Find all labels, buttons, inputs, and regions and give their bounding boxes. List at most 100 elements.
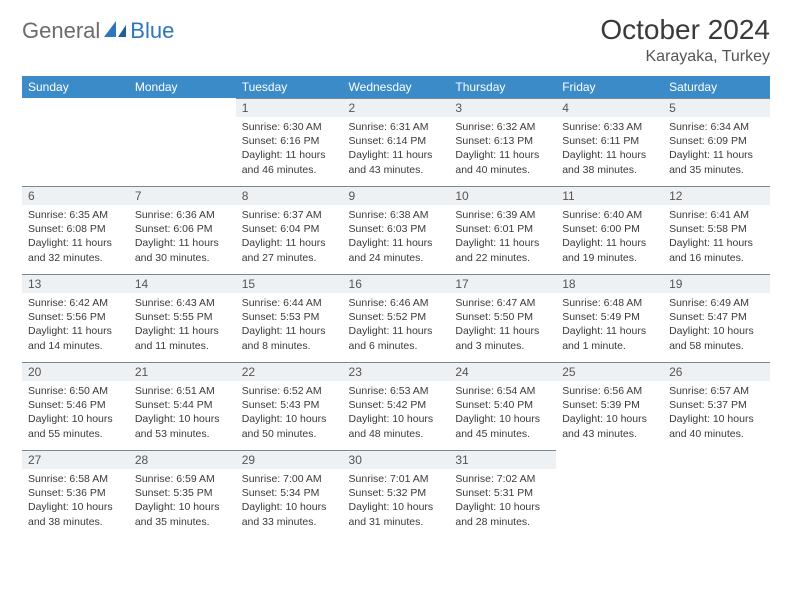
daylight-text: Daylight: 11 hours and 19 minutes. bbox=[562, 236, 657, 264]
daylight-text: Daylight: 11 hours and 32 minutes. bbox=[28, 236, 123, 264]
logo-word-2: Blue bbox=[130, 18, 174, 44]
day-cell: 9Sunrise: 6:38 AMSunset: 6:03 PMDaylight… bbox=[343, 186, 450, 274]
day-cell: 19Sunrise: 6:49 AMSunset: 5:47 PMDayligh… bbox=[663, 274, 770, 362]
day-cell: 1Sunrise: 6:30 AMSunset: 6:16 PMDaylight… bbox=[236, 98, 343, 186]
sunrise-text: Sunrise: 6:32 AM bbox=[455, 120, 550, 134]
day-number: 12 bbox=[663, 186, 770, 205]
day-content: 16Sunrise: 6:46 AMSunset: 5:52 PMDayligh… bbox=[343, 274, 450, 362]
dayhead-tuesday: Tuesday bbox=[236, 76, 343, 98]
day-cell: 21Sunrise: 6:51 AMSunset: 5:44 PMDayligh… bbox=[129, 362, 236, 450]
daylight-text: Daylight: 10 hours and 43 minutes. bbox=[562, 412, 657, 440]
day-body: Sunrise: 6:49 AMSunset: 5:47 PMDaylight:… bbox=[663, 293, 770, 359]
day-number: 5 bbox=[663, 98, 770, 117]
sunset-text: Sunset: 5:52 PM bbox=[349, 310, 444, 324]
sunset-text: Sunset: 5:47 PM bbox=[669, 310, 764, 324]
sunset-text: Sunset: 5:37 PM bbox=[669, 398, 764, 412]
sunset-text: Sunset: 6:16 PM bbox=[242, 134, 337, 148]
daylight-text: Daylight: 10 hours and 38 minutes. bbox=[28, 500, 123, 528]
day-body: Sunrise: 7:00 AMSunset: 5:34 PMDaylight:… bbox=[236, 469, 343, 535]
day-content: 26Sunrise: 6:57 AMSunset: 5:37 PMDayligh… bbox=[663, 362, 770, 450]
day-content: 20Sunrise: 6:50 AMSunset: 5:46 PMDayligh… bbox=[22, 362, 129, 450]
day-cell: 31Sunrise: 7:02 AMSunset: 5:31 PMDayligh… bbox=[449, 450, 556, 538]
day-number: 18 bbox=[556, 274, 663, 293]
week-row: 27Sunrise: 6:58 AMSunset: 5:36 PMDayligh… bbox=[22, 450, 770, 538]
sunset-text: Sunset: 5:43 PM bbox=[242, 398, 337, 412]
day-cell: 8Sunrise: 6:37 AMSunset: 6:04 PMDaylight… bbox=[236, 186, 343, 274]
daylight-text: Daylight: 11 hours and 6 minutes. bbox=[349, 324, 444, 352]
sunset-text: Sunset: 6:04 PM bbox=[242, 222, 337, 236]
day-content: 9Sunrise: 6:38 AMSunset: 6:03 PMDaylight… bbox=[343, 186, 450, 274]
day-body: Sunrise: 6:40 AMSunset: 6:00 PMDaylight:… bbox=[556, 205, 663, 271]
day-body: Sunrise: 6:52 AMSunset: 5:43 PMDaylight:… bbox=[236, 381, 343, 447]
day-cell: 15Sunrise: 6:44 AMSunset: 5:53 PMDayligh… bbox=[236, 274, 343, 362]
day-content: 3Sunrise: 6:32 AMSunset: 6:13 PMDaylight… bbox=[449, 98, 556, 186]
daylight-text: Daylight: 11 hours and 40 minutes. bbox=[455, 148, 550, 176]
daylight-text: Daylight: 10 hours and 48 minutes. bbox=[349, 412, 444, 440]
day-number: 27 bbox=[22, 450, 129, 469]
day-content: 30Sunrise: 7:01 AMSunset: 5:32 PMDayligh… bbox=[343, 450, 450, 538]
day-content: 14Sunrise: 6:43 AMSunset: 5:55 PMDayligh… bbox=[129, 274, 236, 362]
day-body: Sunrise: 6:42 AMSunset: 5:56 PMDaylight:… bbox=[22, 293, 129, 359]
sunset-text: Sunset: 5:56 PM bbox=[28, 310, 123, 324]
day-content: 10Sunrise: 6:39 AMSunset: 6:01 PMDayligh… bbox=[449, 186, 556, 274]
day-body: Sunrise: 6:39 AMSunset: 6:01 PMDaylight:… bbox=[449, 205, 556, 271]
week-row: 20Sunrise: 6:50 AMSunset: 5:46 PMDayligh… bbox=[22, 362, 770, 450]
day-number: 29 bbox=[236, 450, 343, 469]
day-content: 13Sunrise: 6:42 AMSunset: 5:56 PMDayligh… bbox=[22, 274, 129, 362]
daylight-text: Daylight: 11 hours and 24 minutes. bbox=[349, 236, 444, 264]
day-number: 2 bbox=[343, 98, 450, 117]
sunrise-text: Sunrise: 6:41 AM bbox=[669, 208, 764, 222]
daylight-text: Daylight: 11 hours and 27 minutes. bbox=[242, 236, 337, 264]
day-content: 27Sunrise: 6:58 AMSunset: 5:36 PMDayligh… bbox=[22, 450, 129, 538]
day-cell: 2Sunrise: 6:31 AMSunset: 6:14 PMDaylight… bbox=[343, 98, 450, 186]
day-cell: 4Sunrise: 6:33 AMSunset: 6:11 PMDaylight… bbox=[556, 98, 663, 186]
day-body: Sunrise: 7:01 AMSunset: 5:32 PMDaylight:… bbox=[343, 469, 450, 535]
day-content: 23Sunrise: 6:53 AMSunset: 5:42 PMDayligh… bbox=[343, 362, 450, 450]
sunset-text: Sunset: 5:50 PM bbox=[455, 310, 550, 324]
day-body: Sunrise: 6:51 AMSunset: 5:44 PMDaylight:… bbox=[129, 381, 236, 447]
day-body: Sunrise: 6:34 AMSunset: 6:09 PMDaylight:… bbox=[663, 117, 770, 183]
dayhead-saturday: Saturday bbox=[663, 76, 770, 98]
day-body: Sunrise: 6:44 AMSunset: 5:53 PMDaylight:… bbox=[236, 293, 343, 359]
daylight-text: Daylight: 11 hours and 1 minute. bbox=[562, 324, 657, 352]
day-cell: 11Sunrise: 6:40 AMSunset: 6:00 PMDayligh… bbox=[556, 186, 663, 274]
daylight-text: Daylight: 11 hours and 43 minutes. bbox=[349, 148, 444, 176]
sunset-text: Sunset: 5:53 PM bbox=[242, 310, 337, 324]
calendar-body: 1Sunrise: 6:30 AMSunset: 6:16 PMDaylight… bbox=[22, 98, 770, 538]
day-cell: 23Sunrise: 6:53 AMSunset: 5:42 PMDayligh… bbox=[343, 362, 450, 450]
sunrise-text: Sunrise: 6:37 AM bbox=[242, 208, 337, 222]
sunset-text: Sunset: 5:40 PM bbox=[455, 398, 550, 412]
day-content: 4Sunrise: 6:33 AMSunset: 6:11 PMDaylight… bbox=[556, 98, 663, 186]
day-cell: 6Sunrise: 6:35 AMSunset: 6:08 PMDaylight… bbox=[22, 186, 129, 274]
sunrise-text: Sunrise: 6:31 AM bbox=[349, 120, 444, 134]
sunrise-text: Sunrise: 6:38 AM bbox=[349, 208, 444, 222]
daylight-text: Daylight: 10 hours and 53 minutes. bbox=[135, 412, 230, 440]
logo: General Blue bbox=[22, 18, 174, 44]
day-body: Sunrise: 6:57 AMSunset: 5:37 PMDaylight:… bbox=[663, 381, 770, 447]
day-content: 1Sunrise: 6:30 AMSunset: 6:16 PMDaylight… bbox=[236, 98, 343, 186]
sunrise-text: Sunrise: 6:58 AM bbox=[28, 472, 123, 486]
day-body: Sunrise: 7:02 AMSunset: 5:31 PMDaylight:… bbox=[449, 469, 556, 535]
sunrise-text: Sunrise: 6:48 AM bbox=[562, 296, 657, 310]
day-cell: 27Sunrise: 6:58 AMSunset: 5:36 PMDayligh… bbox=[22, 450, 129, 538]
day-body: Sunrise: 6:43 AMSunset: 5:55 PMDaylight:… bbox=[129, 293, 236, 359]
day-content: 18Sunrise: 6:48 AMSunset: 5:49 PMDayligh… bbox=[556, 274, 663, 362]
day-content: 5Sunrise: 6:34 AMSunset: 6:09 PMDaylight… bbox=[663, 98, 770, 186]
daylight-text: Daylight: 10 hours and 55 minutes. bbox=[28, 412, 123, 440]
page-header: General Blue October 2024 Karayaka, Turk… bbox=[22, 14, 770, 66]
day-cell: 29Sunrise: 7:00 AMSunset: 5:34 PMDayligh… bbox=[236, 450, 343, 538]
day-body: Sunrise: 6:33 AMSunset: 6:11 PMDaylight:… bbox=[556, 117, 663, 183]
day-content: 8Sunrise: 6:37 AMSunset: 6:04 PMDaylight… bbox=[236, 186, 343, 274]
location-label: Karayaka, Turkey bbox=[600, 48, 770, 66]
day-cell: 26Sunrise: 6:57 AMSunset: 5:37 PMDayligh… bbox=[663, 362, 770, 450]
day-cell: 17Sunrise: 6:47 AMSunset: 5:50 PMDayligh… bbox=[449, 274, 556, 362]
day-number: 3 bbox=[449, 98, 556, 117]
sunrise-text: Sunrise: 6:34 AM bbox=[669, 120, 764, 134]
sunrise-text: Sunrise: 6:51 AM bbox=[135, 384, 230, 398]
sunrise-text: Sunrise: 6:56 AM bbox=[562, 384, 657, 398]
day-cell: 22Sunrise: 6:52 AMSunset: 5:43 PMDayligh… bbox=[236, 362, 343, 450]
week-row: 1Sunrise: 6:30 AMSunset: 6:16 PMDaylight… bbox=[22, 98, 770, 186]
day-number: 21 bbox=[129, 362, 236, 381]
sunrise-text: Sunrise: 6:40 AM bbox=[562, 208, 657, 222]
daylight-text: Daylight: 10 hours and 35 minutes. bbox=[135, 500, 230, 528]
